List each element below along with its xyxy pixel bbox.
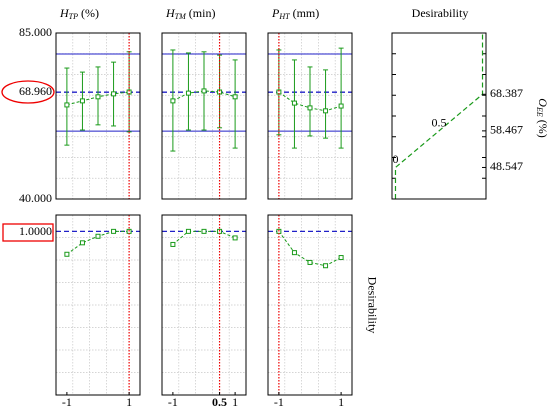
y-tick-label: 85.000: [19, 25, 52, 39]
label-symbol: P: [271, 6, 280, 20]
panel-frame: [267, 32, 353, 200]
desirability-curve: [278, 231, 342, 267]
point: [291, 250, 297, 256]
point: [338, 255, 344, 261]
point: [323, 108, 329, 114]
point: [307, 259, 313, 265]
panel-frame: [161, 32, 247, 200]
factor-label: HTP (%): [59, 6, 99, 21]
response-axis-label: OEE (%): [535, 98, 550, 137]
point: [64, 102, 70, 108]
y-tick-label: 1.0000: [19, 224, 52, 238]
x-tick-label: -1: [274, 395, 284, 409]
desirability-function: [394, 33, 484, 199]
panel-frame: [55, 32, 141, 200]
highlight-box: [2, 223, 54, 242]
point: [201, 228, 207, 234]
highlight-circle: [1, 80, 55, 104]
label-subscript: TM: [175, 12, 187, 21]
panel-frame: [391, 32, 487, 200]
point: [323, 263, 329, 269]
response-line: [172, 90, 236, 102]
point: [170, 98, 176, 104]
chart-title: Desirability: [412, 6, 469, 20]
point: [185, 90, 191, 96]
label-symbol: O: [536, 98, 550, 107]
label-unit: (%): [536, 117, 550, 138]
label-subscript: HT: [278, 12, 290, 21]
point: [291, 100, 297, 106]
point: [307, 105, 313, 111]
point: [232, 94, 238, 100]
x-tick-label: 1: [338, 395, 344, 409]
point: [338, 103, 344, 109]
panel-frame: [55, 214, 141, 396]
point: [95, 94, 101, 100]
label-unit: (%): [78, 6, 99, 20]
point: [170, 241, 176, 247]
panel-frame: [161, 214, 247, 396]
point: [185, 228, 191, 234]
y2-tick-label: 68.387: [490, 86, 523, 100]
label-symbol: H: [165, 6, 176, 20]
point: [95, 233, 101, 239]
desirability-axis-label: Desirability: [365, 277, 379, 334]
point: [111, 228, 117, 234]
label-symbol: H: [59, 6, 70, 20]
point: [232, 235, 238, 241]
label-unit: (mm): [290, 6, 320, 20]
factor-label: PHT (mm): [271, 6, 319, 21]
point: [111, 91, 117, 97]
point: [64, 251, 70, 257]
point: [79, 98, 85, 104]
x-tick-label: -1: [168, 395, 178, 409]
x-tick-label: 0: [392, 152, 398, 166]
x-tick-label: 0.5: [212, 395, 227, 409]
panel-frame: [267, 214, 353, 396]
label-subscript: EE: [535, 106, 544, 117]
label-unit: (min): [186, 6, 216, 20]
x-tick-label: -1: [62, 395, 72, 409]
y-tick-label: 40.000: [19, 191, 52, 205]
x-tick-label: 0.5: [432, 116, 447, 130]
y2-tick-label: 58.467: [490, 123, 523, 137]
factor-label: HTM (min): [165, 6, 215, 21]
y2-tick-label: 48.547: [490, 159, 523, 173]
y-tick-label: 68.960: [19, 84, 52, 98]
x-tick-label: 1: [232, 395, 238, 409]
x-tick-label: 1: [126, 395, 132, 409]
label-subscript: TP: [69, 12, 78, 21]
point: [201, 88, 207, 94]
point: [79, 240, 85, 246]
